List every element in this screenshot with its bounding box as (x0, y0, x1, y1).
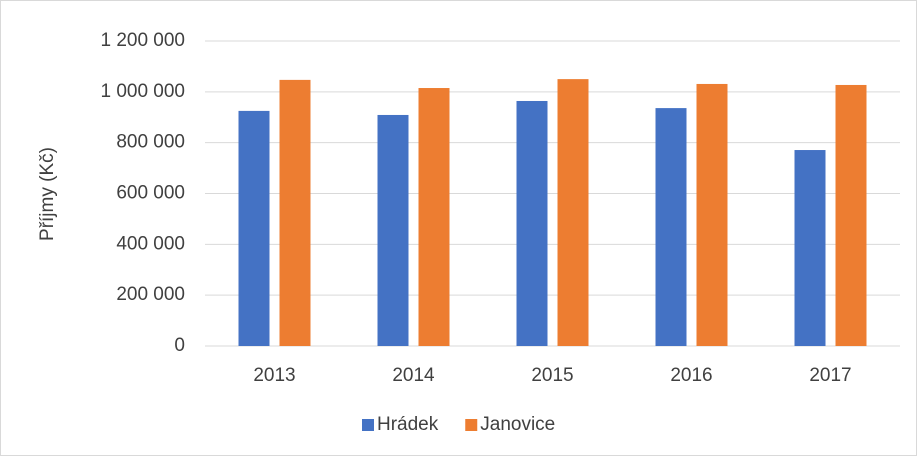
y-axis-label: Příjmy (Kč) (37, 147, 58, 241)
x-tick-label: 2014 (392, 365, 435, 386)
bar (696, 83, 728, 347)
y-tick-label: 600 000 (116, 183, 185, 204)
legend-label: Janovice (480, 414, 555, 435)
bar (377, 114, 409, 347)
x-tick-label: 2017 (809, 365, 851, 386)
y-tick-label: 800 000 (116, 132, 185, 153)
bar (516, 100, 548, 346)
x-tick-label: 2013 (253, 365, 295, 386)
legend-swatch (465, 419, 478, 431)
y-tick-label: 0 (174, 335, 185, 356)
bar (794, 150, 826, 346)
legend-label: Hrádek (377, 414, 439, 435)
y-tick-label: 1 200 000 (100, 30, 185, 51)
bar (835, 84, 867, 347)
y-tick-label: 1 000 000 (100, 81, 185, 102)
y-tick-label: 400 000 (116, 233, 185, 254)
y-tick-label: 200 000 (116, 284, 185, 305)
legend-swatch (362, 419, 374, 431)
bar (418, 88, 450, 346)
bar (238, 110, 270, 346)
bar (655, 108, 687, 346)
bar (557, 79, 589, 346)
x-tick-label: 2016 (670, 365, 712, 386)
x-tick-label: 2015 (531, 365, 573, 386)
bar (279, 79, 311, 346)
